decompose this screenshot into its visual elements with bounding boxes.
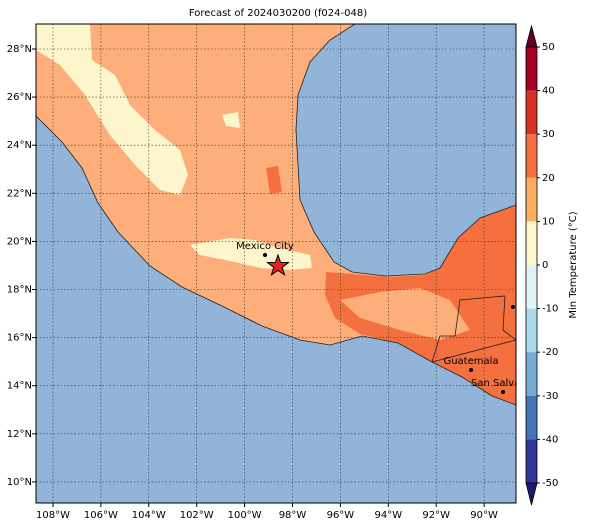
- star-marker: [266, 253, 290, 277]
- map-area: Mexico City Guatemala San Salvador: [36, 24, 538, 503]
- lat-label: 10°N: [7, 477, 32, 488]
- lon-label: 104°W: [132, 510, 166, 521]
- colorbar-extension: [525, 482, 538, 506]
- colorbar-segment: [526, 352, 537, 396]
- cool-region: [36, 24, 188, 195]
- lon-label: 96°W: [327, 510, 355, 521]
- colorbar-segment: [526, 439, 537, 483]
- warm-region: [266, 166, 282, 194]
- cities: Mexico City Guatemala San Salvador: [236, 241, 538, 394]
- city-dot: [501, 390, 505, 394]
- lat-label: 18°N: [7, 285, 32, 296]
- city-label: San Salvador: [471, 378, 538, 389]
- lon-label: 102°W: [180, 510, 214, 521]
- colorbar-tick-label: 20: [542, 173, 555, 184]
- cool-region: [222, 112, 240, 128]
- colorbar: 50 40 30 20 10 0 -10 -20 -30 -40 -50: [525, 24, 558, 506]
- city-dot: [469, 368, 473, 372]
- lat-label: 28°N: [7, 44, 32, 55]
- colorbar-segment: [526, 134, 537, 178]
- lat-label: 16°N: [7, 333, 32, 344]
- colorbar-tick-label: 40: [542, 86, 555, 97]
- colorbar-tick-label: -30: [542, 391, 558, 402]
- map-frame: [35, 23, 517, 504]
- lat-label: 24°N: [7, 140, 32, 151]
- lon-label: 100°W: [228, 510, 262, 521]
- colorbar-tick-label: -40: [542, 434, 558, 445]
- colorbar-segment: [526, 90, 537, 135]
- lat-label: 20°N: [7, 236, 32, 247]
- lon-label: 92°W: [422, 510, 450, 521]
- colorbar-segment: [526, 177, 537, 222]
- city-label: Guatemala: [443, 356, 498, 367]
- lat-label: 22°N: [7, 188, 32, 199]
- colorbar-tick-label: 50: [542, 42, 555, 53]
- colorbar-segment: [526, 308, 537, 353]
- colorbar-segment: [526, 395, 537, 440]
- lat-label: 12°N: [7, 429, 32, 440]
- colorbar-tick-label: 30: [542, 129, 555, 140]
- colorbar-tick-label: -20: [542, 347, 558, 358]
- colorbar-segment: [526, 265, 537, 309]
- city-dot: [263, 253, 267, 257]
- colorbar-tick-label: -50: [542, 478, 558, 489]
- colorbar-label: Min Temperature (°C): [568, 211, 579, 318]
- colorbar-segment: [526, 221, 537, 265]
- lat-label: 26°N: [7, 92, 32, 103]
- graticule: [36, 24, 516, 503]
- colorbar-segment: [526, 47, 537, 91]
- lon-label: 90°W: [470, 510, 498, 521]
- lon-label: 108°W: [36, 510, 70, 521]
- colorbar-tick-label: -10: [542, 304, 558, 315]
- title: Forecast of 2024030200 (f024-048): [189, 8, 367, 19]
- lat-label: 14°N: [7, 381, 32, 392]
- colorbar-tick-label: 0: [542, 260, 548, 271]
- coastline: [36, 115, 516, 406]
- coastline: [295, 24, 516, 277]
- city-dot: [511, 305, 515, 309]
- warm-region: [340, 288, 470, 340]
- city-label: Mexico City: [236, 241, 294, 252]
- colorbar-tick-label: 10: [542, 216, 555, 227]
- lon-label: 106°W: [84, 510, 118, 521]
- border: [431, 295, 516, 363]
- lon-label: 94°W: [374, 510, 402, 521]
- axis-labels: 108°W 106°W 104°W 102°W 100°W 98°W 96°W 94°W 92°…: [7, 44, 498, 521]
- lon-label: 98°W: [279, 510, 307, 521]
- colorbar-extension: [525, 24, 538, 48]
